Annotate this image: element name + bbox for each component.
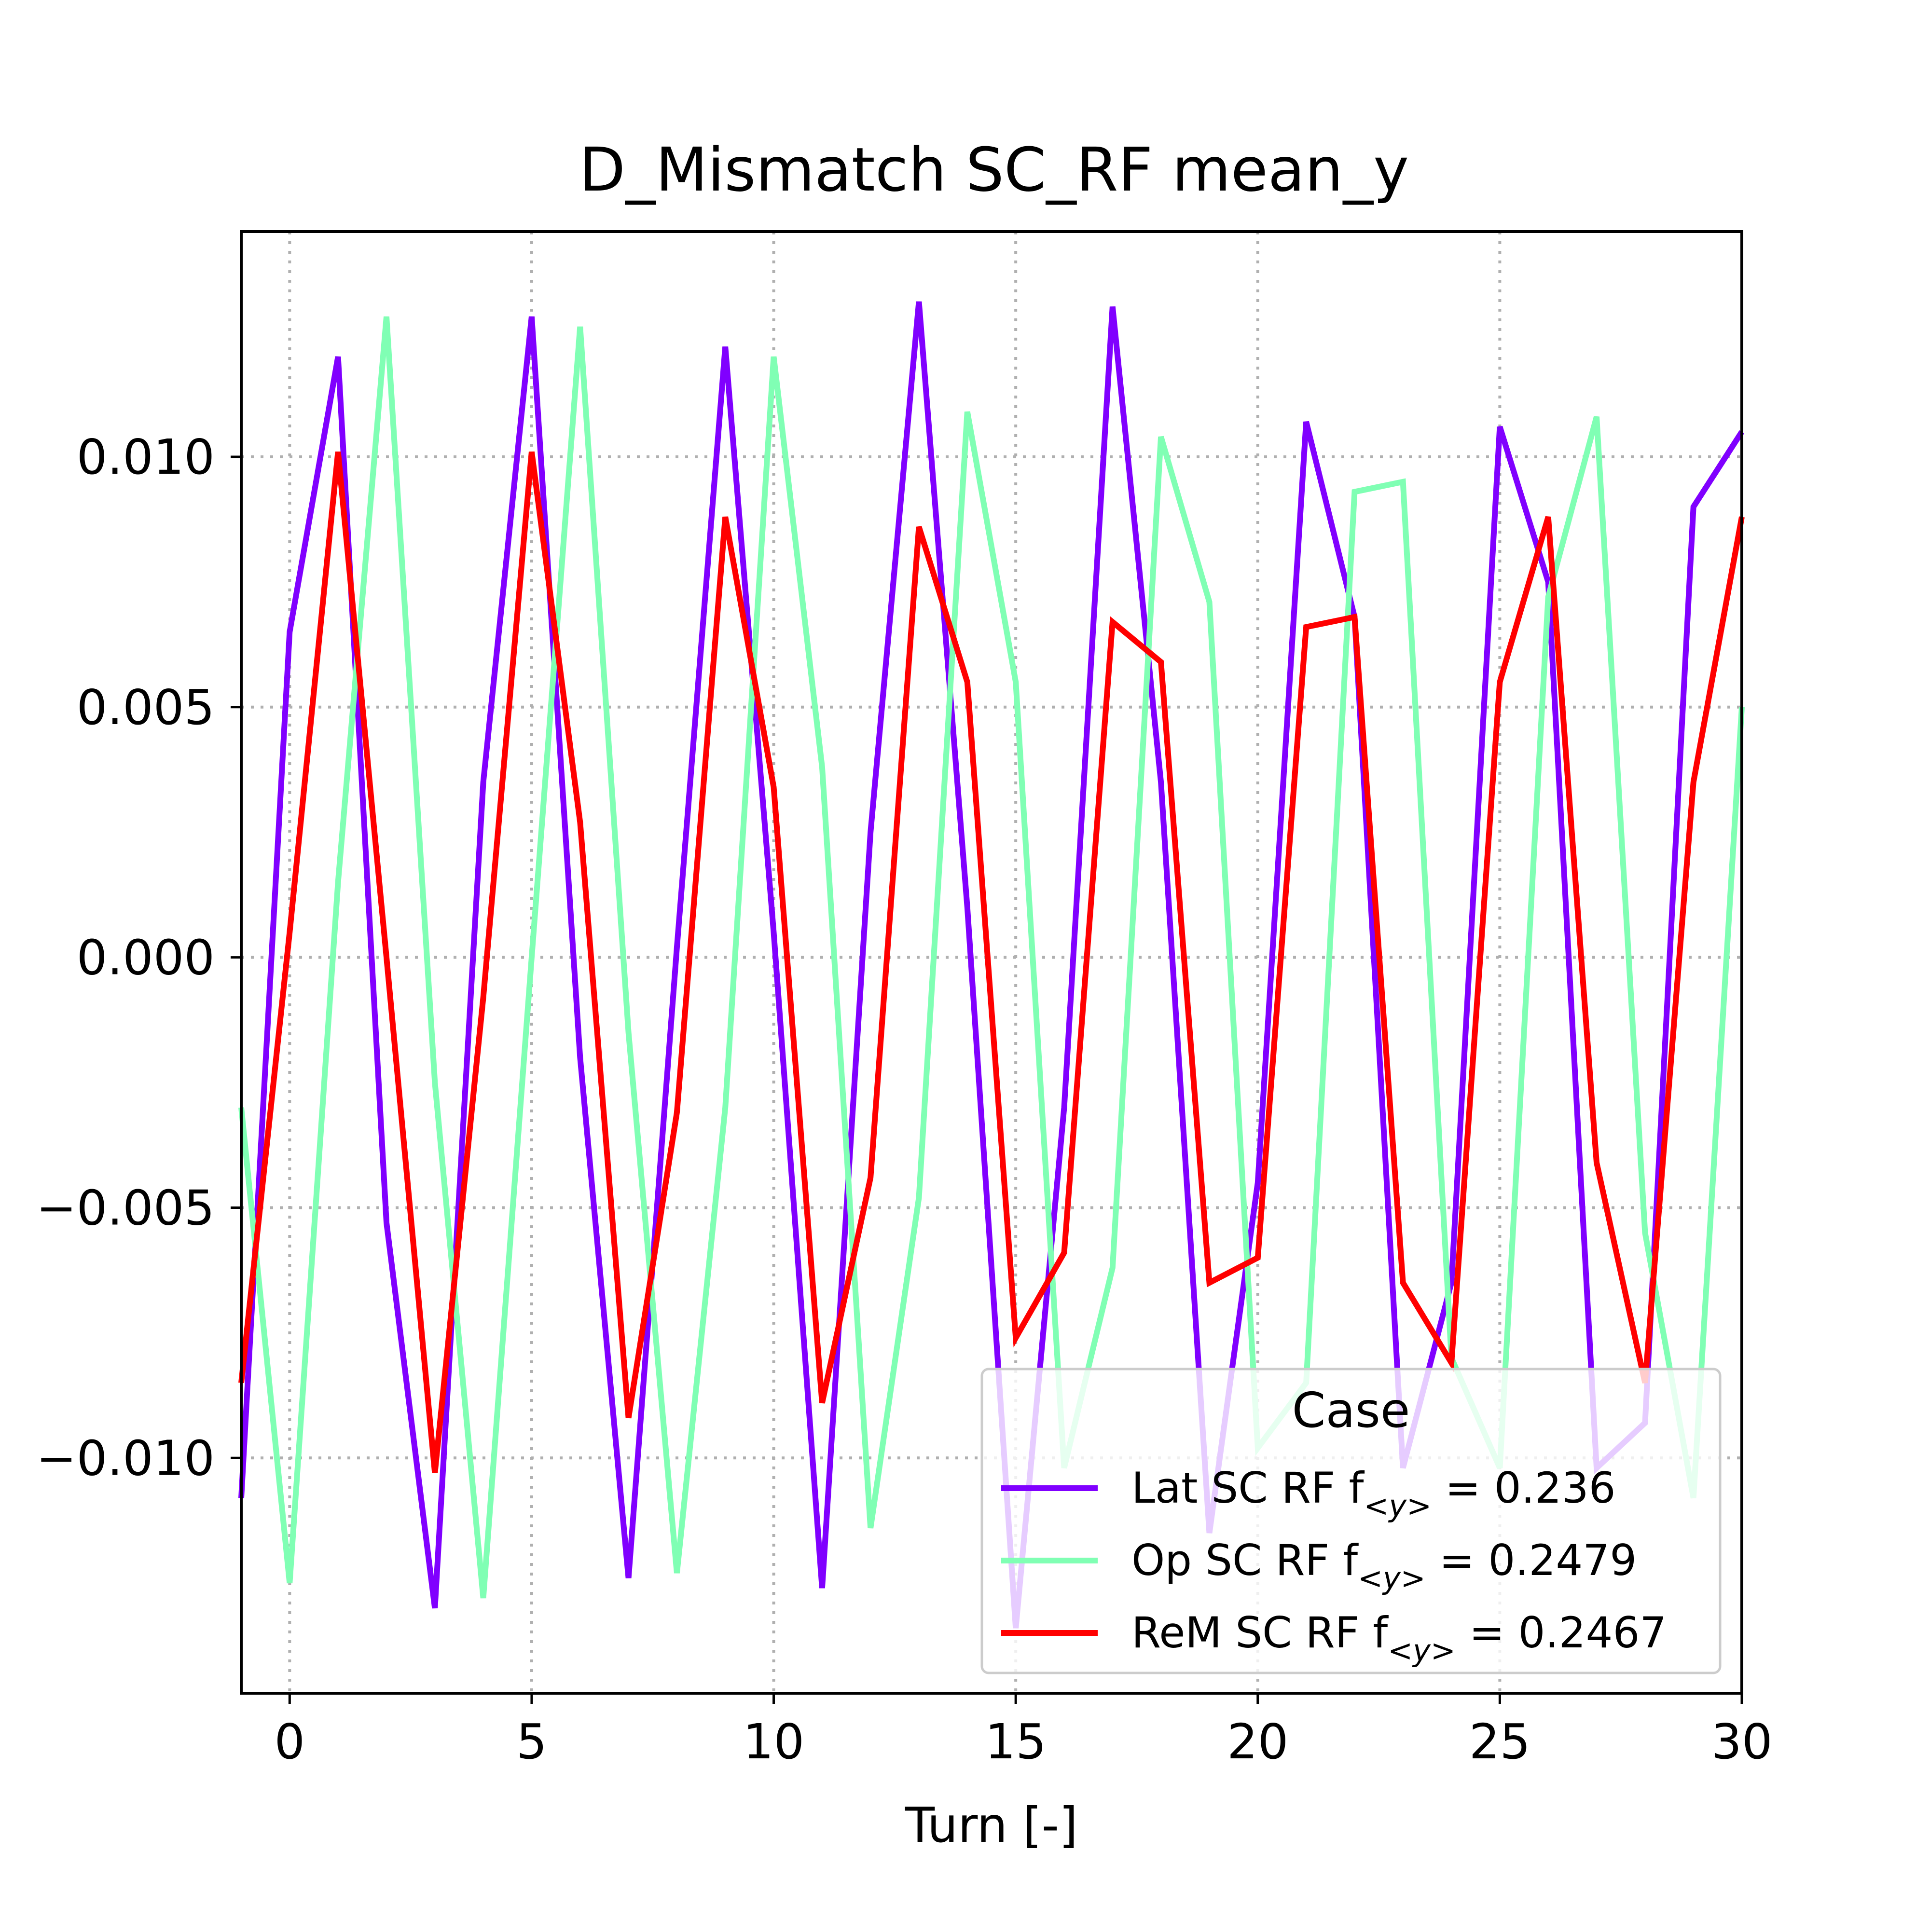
series-line-rem-sc-rf — [238, 451, 1745, 1474]
y-tick-label: 0.000 — [77, 930, 215, 986]
legend: Case Lat SC RF f<y> = 0.236 Op SC RF f<y>… — [980, 1368, 1722, 1674]
y-tick-label: 0.010 — [77, 429, 215, 485]
legend-label: Lat SC RF f<y> = 0.236 — [1131, 1463, 1616, 1523]
axis-ticks: 0 5 10 15 20 25 30 −0.010 −0.005 0.000 0.005 0.010 — [36, 429, 1773, 1770]
plot-frame — [240, 230, 1743, 1695]
x-tick-label: 25 — [1469, 1713, 1530, 1770]
legend-box — [980, 1368, 1722, 1674]
x-tick-label: 5 — [516, 1713, 547, 1770]
x-tick-label: 10 — [743, 1713, 804, 1770]
series-line-lat-sc-rf — [238, 301, 1745, 1629]
legend-entries: Lat SC RF f<y> = 0.236 Op SC RF f<y> = 0.… — [1001, 1463, 1667, 1668]
legend-title: Case — [1292, 1382, 1410, 1439]
x-axis-label: Turn [-] — [905, 1797, 1078, 1853]
chart-title: D_Mismatch SC_RF mean_y — [579, 135, 1409, 205]
y-tick-label: −0.010 — [36, 1430, 215, 1486]
legend-label: Op SC RF f<y> = 0.2479 — [1131, 1535, 1637, 1596]
legend-label: ReM SC RF f<y> = 0.2467 — [1131, 1608, 1667, 1668]
x-tick-label: 15 — [985, 1713, 1047, 1770]
x-tick-label: 30 — [1711, 1713, 1772, 1770]
y-tick-label: 0.005 — [77, 679, 215, 736]
y-tick-label: −0.005 — [36, 1179, 215, 1236]
x-tick-label: 20 — [1227, 1713, 1288, 1770]
x-tick-label: 0 — [275, 1713, 305, 1770]
